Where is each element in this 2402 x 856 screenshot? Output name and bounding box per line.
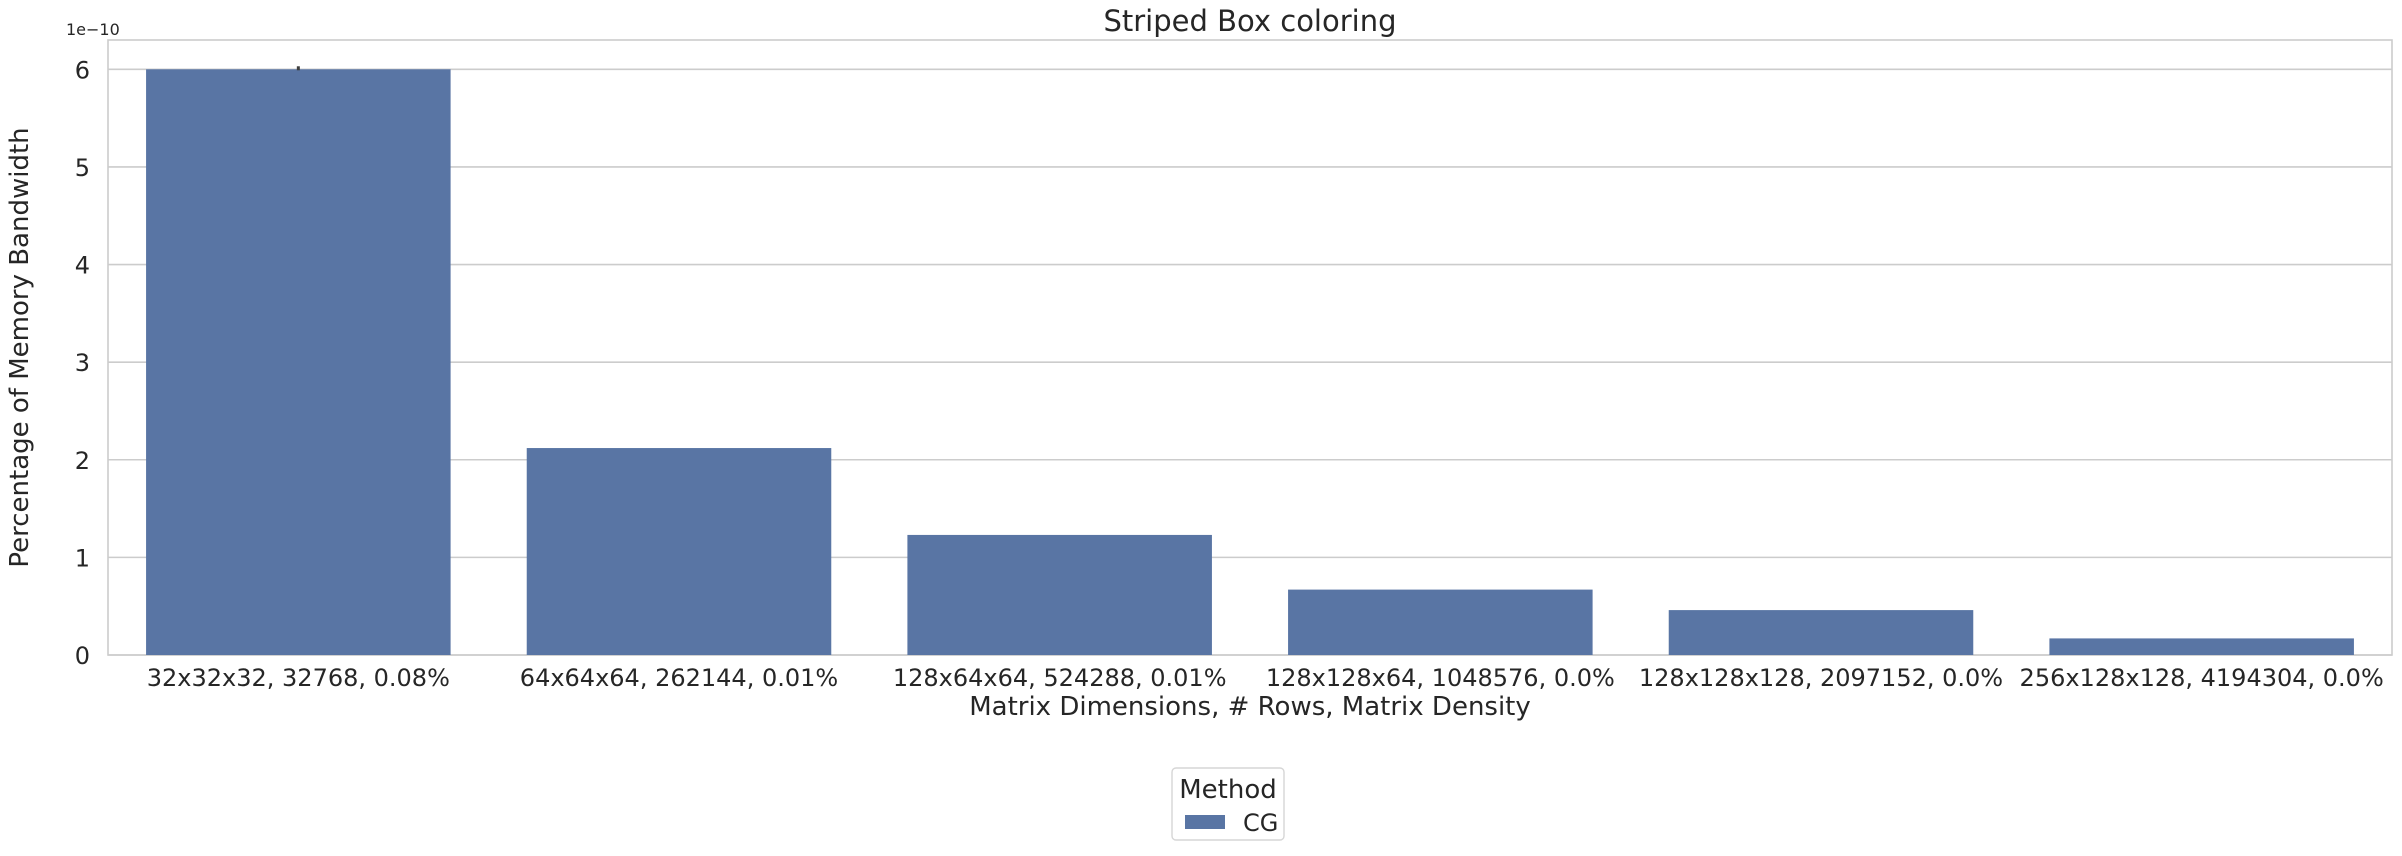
bar (1288, 589, 1593, 655)
y-tick-label: 2 (75, 447, 90, 475)
y-tick-label: 3 (75, 349, 90, 377)
x-tick-label: 32x32x32, 32768, 0.08% (147, 664, 450, 692)
x-tick-label: 128x128x128, 2097152, 0.0% (1639, 664, 2003, 692)
bar (2049, 638, 2354, 655)
plot-frame (107, 39, 2393, 656)
x-tick-label: 256x128x128, 4194304, 0.0% (2020, 664, 2384, 692)
y-tick-label: 5 (75, 154, 90, 182)
bar (907, 534, 1212, 655)
x-axis-label: Matrix Dimensions, # Rows, Matrix Densit… (969, 692, 1531, 722)
bar (146, 69, 451, 656)
y-tick-label: 0 (75, 642, 90, 670)
chart-title: Striped Box coloring (1103, 4, 1396, 38)
y-tick-label: 4 (75, 252, 90, 280)
y-axis-label: Percentage of Memory Bandwidth (5, 127, 35, 567)
y-tick-label: 1 (75, 544, 90, 572)
bar (526, 448, 832, 655)
x-tick-label: 128x64x64, 524288, 0.01% (893, 664, 1227, 692)
x-tick-label: 64x64x64, 262144, 0.01% (520, 664, 838, 692)
y-tick-label: 6 (75, 56, 90, 84)
x-tick-label: 128x128x64, 1048576, 0.0% (1266, 664, 1615, 692)
y-offset-label: 1e−10 (66, 20, 120, 39)
legend-title: Method (1179, 775, 1277, 805)
legend-swatch (1185, 815, 1225, 829)
bar (1668, 610, 1974, 655)
legend-label: CG (1243, 809, 1278, 837)
